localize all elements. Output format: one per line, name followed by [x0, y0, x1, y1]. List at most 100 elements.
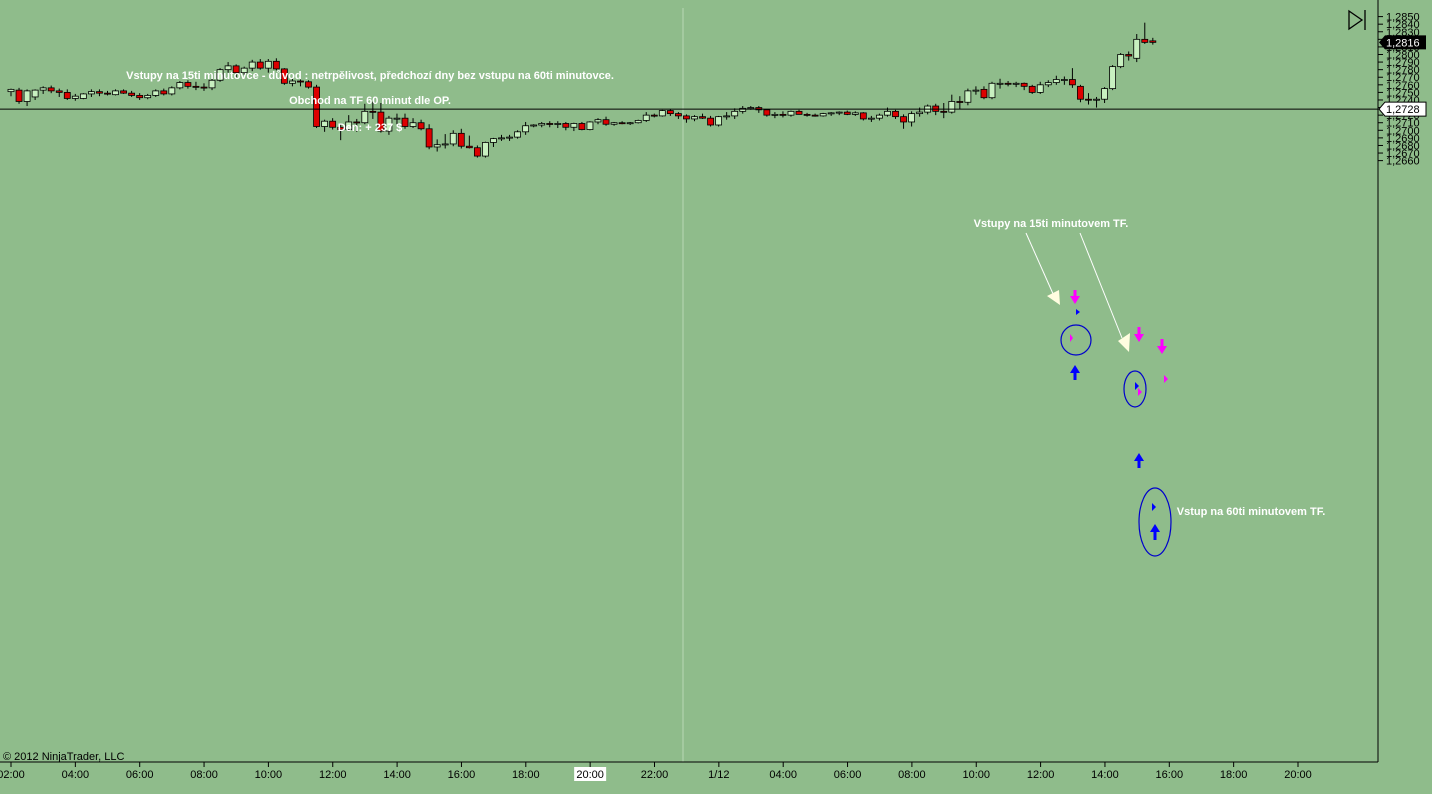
candle-body[interactable] — [1117, 54, 1125, 68]
candle-body[interactable] — [964, 90, 972, 103]
candle-body[interactable] — [570, 123, 578, 128]
candle-body[interactable] — [811, 114, 819, 117]
candle-body[interactable] — [280, 68, 288, 84]
candle-body[interactable] — [168, 87, 176, 95]
scroll-to-end-icon[interactable] — [1348, 9, 1366, 31]
candle-body[interactable] — [96, 91, 103, 94]
candle-body[interactable] — [184, 82, 192, 87]
candle-body[interactable] — [63, 92, 71, 99]
candle-body[interactable] — [530, 124, 538, 127]
candle-body[interactable] — [787, 110, 795, 116]
candle-body[interactable] — [7, 88, 15, 93]
candle-body[interactable] — [546, 123, 554, 125]
candle-body[interactable] — [329, 120, 337, 128]
candle-body[interactable] — [538, 123, 546, 126]
candle-body[interactable] — [441, 143, 449, 146]
candle-body[interactable] — [779, 113, 787, 116]
candle-body[interactable] — [1069, 79, 1076, 86]
candle-body[interactable] — [1133, 38, 1141, 59]
candle-body[interactable] — [803, 113, 811, 116]
candle-body[interactable] — [980, 88, 988, 99]
candle-body[interactable] — [876, 114, 883, 119]
candle-body[interactable] — [417, 122, 425, 130]
candle-body[interactable] — [618, 122, 626, 125]
candle-body[interactable] — [666, 110, 674, 115]
candle-body[interactable] — [1044, 82, 1052, 86]
candle-body[interactable] — [1036, 84, 1044, 93]
candle-body[interactable] — [723, 115, 731, 118]
candle-body[interactable] — [385, 117, 393, 132]
candle-body[interactable] — [940, 110, 948, 113]
candle-body[interactable] — [1085, 98, 1092, 101]
candle-body[interactable] — [892, 110, 899, 118]
candle-body[interactable] — [642, 114, 650, 121]
candle-body[interactable] — [1012, 82, 1020, 85]
candle-body[interactable] — [369, 110, 377, 113]
candle-body[interactable] — [457, 132, 465, 147]
candle-body[interactable] — [144, 95, 152, 99]
candle-body[interactable] — [297, 80, 304, 83]
candle-body[interactable] — [313, 86, 320, 127]
candle-body[interactable] — [771, 113, 779, 116]
candle-body[interactable] — [691, 116, 698, 120]
candle-body[interactable] — [449, 132, 457, 145]
candle-body[interactable] — [47, 87, 55, 92]
candle-body[interactable] — [562, 123, 570, 128]
candle-body[interactable] — [1149, 40, 1157, 43]
candle-body[interactable] — [884, 110, 891, 116]
candle-body[interactable] — [650, 114, 658, 117]
candle-body[interactable] — [256, 61, 264, 69]
candle-body[interactable] — [473, 147, 481, 157]
candle-body[interactable] — [988, 82, 996, 99]
candle-body[interactable] — [104, 92, 111, 95]
candle-body[interactable] — [1004, 82, 1012, 85]
candle-body[interactable] — [88, 91, 95, 95]
candle-body[interactable] — [361, 110, 369, 124]
candle-body[interactable] — [747, 107, 755, 109]
candle-body[interactable] — [39, 87, 47, 91]
candle-body[interactable] — [900, 116, 907, 123]
candle-body[interactable] — [827, 112, 835, 115]
candle-body[interactable] — [224, 65, 232, 71]
candle-body[interactable] — [232, 65, 240, 74]
candle-body[interactable] — [200, 86, 208, 89]
candle-body[interactable] — [795, 110, 803, 115]
candle-body[interactable] — [337, 126, 345, 130]
candle-body[interactable] — [586, 121, 594, 130]
candle-body[interactable] — [594, 119, 602, 123]
candle-body[interactable] — [240, 67, 248, 74]
candle-body[interactable] — [498, 137, 505, 140]
candle-body[interactable] — [305, 81, 312, 88]
candle-body[interactable] — [699, 116, 706, 119]
candle-body[interactable] — [1101, 88, 1108, 100]
candle-body[interactable] — [707, 117, 714, 126]
candle-body[interactable] — [160, 90, 168, 95]
candle-body[interactable] — [208, 79, 216, 89]
candle-body[interactable] — [972, 89, 980, 92]
candle-body[interactable] — [120, 90, 127, 94]
candle-body[interactable] — [1141, 38, 1149, 43]
candle-body[interactable] — [321, 120, 328, 127]
candle-body[interactable] — [819, 113, 827, 117]
candle-body[interactable] — [859, 112, 867, 120]
candle-body[interactable] — [948, 101, 956, 113]
candle-body[interactable] — [15, 89, 23, 102]
candle-body[interactable] — [409, 122, 417, 127]
candle-body[interactable] — [482, 142, 489, 157]
candle-body[interactable] — [289, 80, 296, 84]
candle-body[interactable] — [345, 121, 353, 130]
candle-body[interactable] — [763, 109, 771, 116]
candle-body[interactable] — [522, 125, 530, 133]
candle-body[interactable] — [377, 111, 385, 132]
candle-body[interactable] — [55, 90, 63, 93]
candle-body[interactable] — [1052, 79, 1060, 83]
candle-body[interactable] — [264, 60, 272, 69]
candle-body[interactable] — [626, 122, 634, 125]
candle-body[interactable] — [490, 138, 497, 143]
candle-body[interactable] — [506, 136, 513, 139]
candle-body[interactable] — [634, 120, 642, 124]
time-axis[interactable]: 02:00 04:00 06:00 08:00 10:00 12:00 14:00 16:00… — [0, 762, 1312, 781]
candle-body[interactable] — [1020, 82, 1028, 87]
candle-body[interactable] — [1093, 98, 1100, 101]
